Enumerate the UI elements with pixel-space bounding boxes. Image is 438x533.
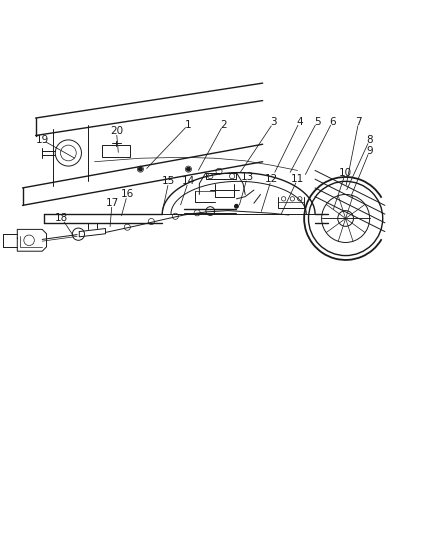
Text: 20: 20 <box>110 126 123 136</box>
Text: 7: 7 <box>355 117 362 126</box>
Text: 5: 5 <box>314 117 321 126</box>
Circle shape <box>187 167 190 171</box>
Text: 17: 17 <box>106 198 119 208</box>
Text: 4: 4 <box>297 117 303 126</box>
Text: 15: 15 <box>162 176 175 187</box>
Text: 13: 13 <box>241 172 254 182</box>
Circle shape <box>235 205 238 208</box>
Text: 12: 12 <box>265 174 278 184</box>
Text: 16: 16 <box>121 189 134 199</box>
Text: 18: 18 <box>55 214 68 223</box>
Circle shape <box>139 167 142 171</box>
Text: 19: 19 <box>35 135 49 145</box>
Text: 6: 6 <box>329 117 336 126</box>
Text: 11: 11 <box>291 174 304 184</box>
Text: 14: 14 <box>182 176 195 187</box>
Text: 3: 3 <box>270 117 277 127</box>
Text: 9: 9 <box>366 146 373 156</box>
Text: 8: 8 <box>366 135 373 145</box>
Text: 10: 10 <box>339 168 352 177</box>
Text: 2: 2 <box>220 119 227 130</box>
Text: 1: 1 <box>185 119 192 130</box>
